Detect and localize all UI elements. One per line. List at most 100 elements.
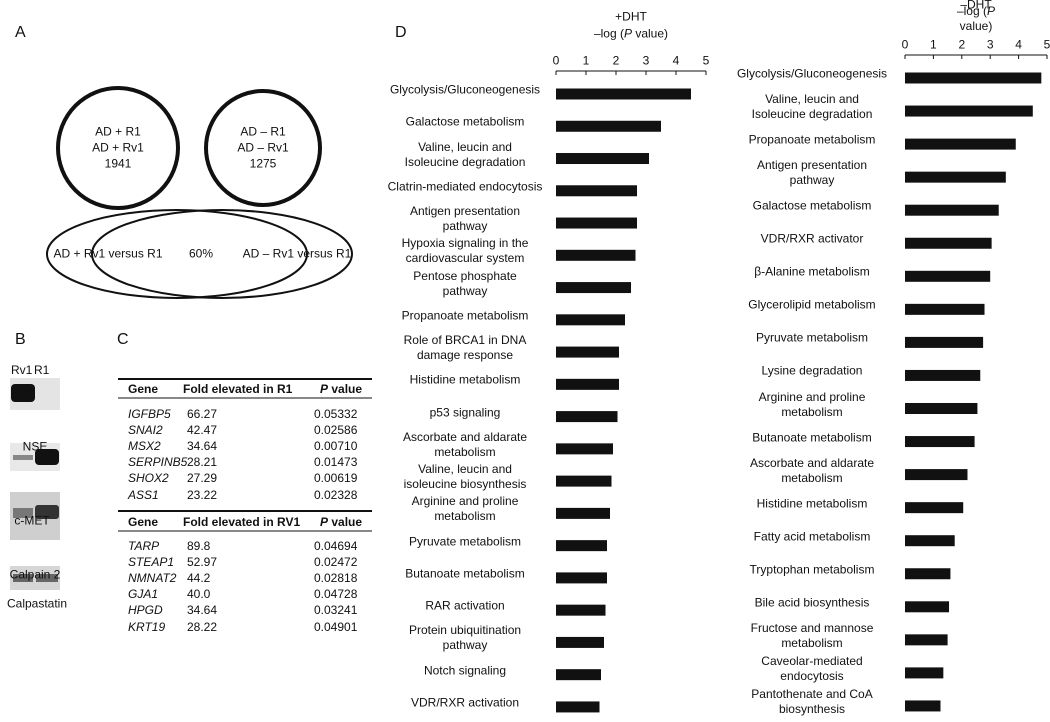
category-label: Histidine metabolism [756, 496, 868, 511]
table-header: Fold elevated in RV1 [183, 515, 301, 529]
axis-label: –log (P value) [593, 26, 669, 41]
bar [905, 502, 964, 514]
protein-label: NSE [22, 439, 48, 454]
x-tick-label: 2 [958, 37, 966, 52]
bar [556, 572, 607, 584]
bar [905, 369, 981, 381]
fold-value: 34.64 [187, 439, 218, 454]
bar [905, 336, 984, 348]
venn-ellipse [46, 209, 308, 299]
gene: SHOX2 [128, 471, 169, 486]
x-tick-label: 0 [901, 37, 909, 52]
bar [905, 171, 1006, 183]
category-label: Glycolysis/Gluconeogenesis [736, 66, 888, 81]
gene: TARP [128, 539, 160, 553]
x-tick-label: 5 [702, 53, 710, 68]
category-label: Galactose metabolism [752, 198, 872, 213]
fold-value: 28.21 [187, 455, 218, 470]
fold-value: 52.97 [187, 555, 218, 570]
blot-band [11, 384, 35, 402]
category-label: Glycerolipid metabolism [748, 297, 876, 312]
x-tick-label: 4 [1015, 37, 1022, 52]
panel-label: C [117, 331, 129, 348]
bar [556, 540, 607, 552]
category-label: Butanoate metabolism [405, 566, 525, 581]
category-label: Clatrin-mediated endocytosis [387, 179, 543, 194]
fold-value: 89.8 [187, 539, 211, 553]
lane-label: R1 [34, 363, 50, 377]
category-label: VDR/RXR activator [760, 231, 864, 246]
bar [556, 475, 612, 487]
venn-circle [56, 86, 180, 210]
bar [556, 604, 606, 616]
category-label: Valine, leucin and Isoleucine degradatio… [404, 139, 526, 169]
bar [556, 378, 619, 390]
bar [905, 237, 992, 249]
fold-value: 40.0 [187, 587, 211, 602]
category-label: Pantothenate and CoA biosynthesis [751, 686, 873, 716]
protein-label: Calpain 2 [9, 567, 61, 582]
venn-label: AD – R1 [240, 124, 286, 139]
venn-circle [204, 89, 322, 207]
category-label: Arginine and proline metabolism [758, 389, 866, 419]
x-tick-label: 2 [612, 53, 620, 68]
p-value: 0.01473 [314, 455, 358, 470]
category-label: Lysine degradation [761, 363, 863, 378]
bar [905, 204, 999, 216]
bar [556, 443, 613, 455]
bar [905, 105, 1033, 117]
p-value: 0.04694 [314, 539, 358, 553]
table-header: P value [320, 515, 363, 529]
table-header: Gene [128, 382, 159, 396]
bar [556, 346, 619, 358]
bar [905, 634, 948, 646]
category-label: Ascorbate and aldarate metabolism [402, 429, 528, 459]
category-label: Glycolysis/Gluconeogenesis [389, 82, 541, 97]
venn-ellipse [91, 209, 353, 299]
bar [905, 601, 950, 613]
bar [556, 88, 691, 100]
category-label: Caveolar-mediated endocytosis [761, 653, 863, 683]
category-label: Antigen presentation pathway [409, 204, 521, 234]
x-tick-label: 1 [930, 37, 937, 52]
category-label: Protein ubiquitination pathway [408, 623, 522, 653]
gene: GJA1 [128, 587, 159, 602]
category-label: Pyruvate metabolism [408, 534, 522, 549]
blot-band [13, 508, 33, 518]
blot-band [35, 505, 59, 519]
p-value: 0.05332 [314, 407, 358, 421]
bar [556, 120, 661, 132]
category-label: Butanoate metabolism [752, 430, 872, 445]
bar [905, 303, 985, 315]
gene: SERPINB5 [128, 455, 188, 470]
fold-value: 44.2 [187, 571, 211, 586]
table-header: Gene [128, 515, 159, 529]
p-value: 0.04901 [314, 619, 358, 634]
panel-label: D [395, 24, 407, 41]
category-label: Fatty acid metabolism [753, 529, 871, 544]
gene: IGFBP5 [128, 407, 171, 421]
category-label: Valine, leucin and Isoleucine degradatio… [751, 92, 873, 122]
lane-label: Rv1 [11, 363, 33, 377]
category-label: Fructose and mannose metabolism [750, 620, 874, 650]
venn-label: 1941 [104, 156, 132, 171]
category-label: Hypoxia signaling in the cardiovascular … [401, 236, 529, 266]
category-label: p53 signaling [429, 405, 501, 420]
bar [556, 185, 637, 197]
category-label: β-Alanine metabolism [754, 264, 870, 279]
bar [556, 507, 610, 519]
fold-value: 66.27 [187, 407, 218, 421]
category-label: Tryptophan metabolism [749, 562, 875, 577]
p-value: 0.02472 [314, 555, 358, 570]
category-label: Antigen presentation pathway [756, 158, 868, 188]
gene: ASS1 [128, 487, 159, 502]
fold-value: 42.47 [187, 423, 218, 438]
venn-label: AD – Rv1 [237, 140, 289, 155]
venn-ellipse-label: AD + Rv1 versus R1 [53, 246, 163, 261]
table-header: Fold elevated in R1 [183, 382, 293, 396]
x-tick-label: 5 [1043, 37, 1050, 52]
p-value: 0.02818 [314, 571, 358, 586]
venn-label: 1275 [249, 156, 277, 171]
category-label: Arginine and proline metabolism [411, 494, 519, 524]
